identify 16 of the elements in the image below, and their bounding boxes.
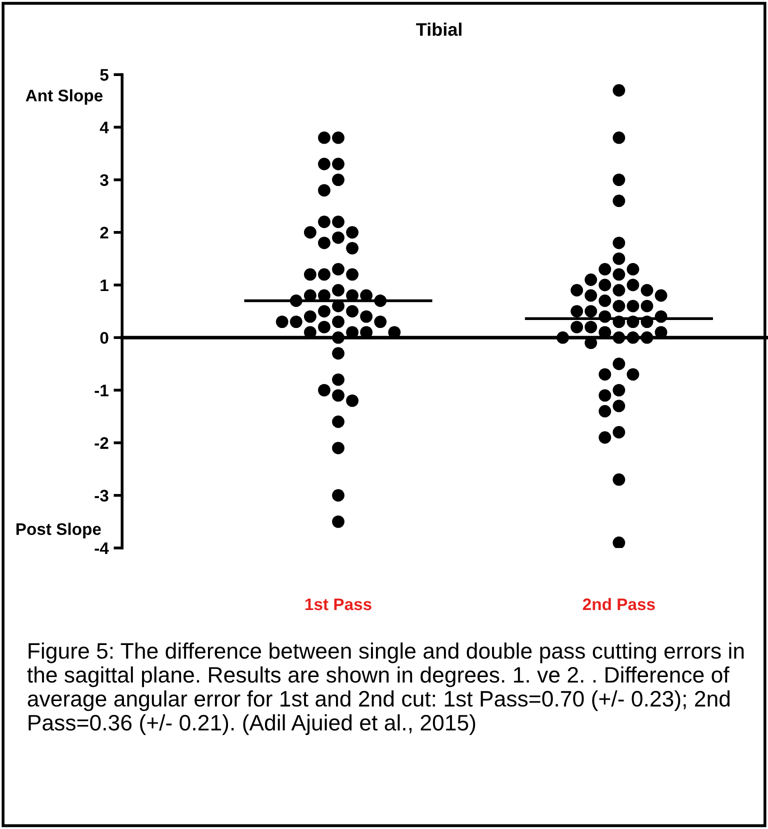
- text: Ant Slope: [26, 89, 103, 105]
- y-tick-label: -2: [94, 437, 108, 449]
- y-tick-label: -4: [94, 542, 109, 554]
- x-tick-label: 1st Pass: [305, 598, 372, 610]
- x-tick-label: 2nd Pass: [582, 598, 655, 610]
- y-tick-label: 3: [100, 174, 108, 186]
- y-tick-label: 4: [100, 122, 109, 134]
- caption: Figure 5: The difference between single and double pass cutting errors in the sagittal plane. Results are shown in degrees. 1. ve 2. . Difference of average angular error for 1st and 2nd cut: 1st Pass=0.70 (+/- 0.23); 2nd Pass=0.36 (+/- 0.21). (Adil Ajuied et al., 2015): [27, 642, 744, 735]
- chart-title: Tibial: [416, 22, 462, 36]
- y-tick-label: 2: [100, 226, 108, 238]
- y-tick-label: 5: [100, 69, 108, 81]
- y-tick-label: -3: [94, 490, 108, 502]
- y-tick-label: 0: [100, 332, 108, 344]
- y-tick-label: 1: [100, 280, 108, 292]
- text: Post Slope: [16, 522, 101, 538]
- y-tick-label: -1: [94, 384, 108, 396]
